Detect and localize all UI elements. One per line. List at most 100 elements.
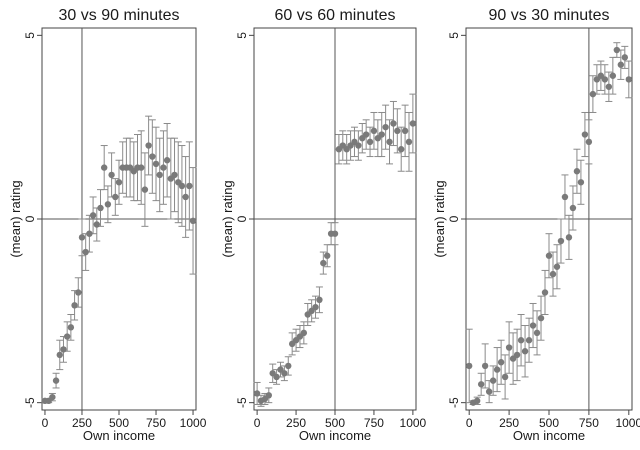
- data-point: [138, 164, 145, 171]
- x-axis-label: Own income: [83, 428, 155, 443]
- data-point: [104, 201, 112, 208]
- data-point: [481, 362, 489, 370]
- data-point: [362, 131, 370, 138]
- chart-panel-3: 90 vs 30 minutes 0 250 500 750 1000 -5 0 5 Own in…: [432, 7, 640, 443]
- y-tick-label: 5: [23, 32, 37, 39]
- x-tick-label: 500: [539, 416, 559, 430]
- y-tick-label: 0: [235, 215, 249, 222]
- chart-title: 60 vs 60 minutes: [275, 7, 396, 24]
- data-point: [63, 333, 71, 340]
- data-point: [521, 348, 529, 355]
- y-axis-label: (mean) rating: [8, 180, 23, 257]
- data-point: [513, 351, 521, 359]
- data-point: [493, 366, 501, 373]
- x-tick-label: 500: [109, 416, 129, 430]
- data-point: [477, 381, 485, 388]
- data-point: [501, 373, 509, 381]
- data-point: [52, 377, 60, 384]
- y-axis-label: (mean) rating: [432, 180, 447, 257]
- data-point: [49, 393, 56, 401]
- chart-title: 30 vs 90 minutes: [59, 7, 180, 24]
- data-point: [489, 377, 497, 384]
- data-point: [115, 179, 123, 186]
- x-tick-label: 0: [466, 416, 473, 430]
- y-tick-label: -5: [235, 397, 249, 408]
- data-point: [401, 127, 409, 135]
- data-point: [316, 296, 323, 304]
- data-point: [517, 337, 525, 344]
- data-point: [573, 168, 581, 175]
- data-point: [78, 234, 86, 241]
- chart-title: 90 vs 30 minutes: [489, 7, 610, 24]
- data-point: [100, 164, 108, 171]
- data-point: [152, 160, 160, 168]
- data-point: [265, 392, 272, 399]
- data-point: [473, 397, 481, 405]
- data-point: [525, 337, 533, 344]
- data-point: [557, 237, 565, 245]
- data-point: [605, 83, 613, 90]
- data-point: [281, 370, 288, 377]
- data-point: [89, 212, 97, 219]
- data-point: [320, 259, 327, 267]
- x-tick-label: 1000: [615, 416, 640, 430]
- data-point: [394, 127, 401, 135]
- x-tick-label: 250: [499, 416, 519, 430]
- data-point: [465, 362, 473, 370]
- y-tick-label: -5: [23, 397, 37, 408]
- data-point: [186, 182, 193, 190]
- data-point: [585, 138, 593, 146]
- data-point: [541, 289, 549, 296]
- data-point: [273, 373, 280, 381]
- data-point: [577, 179, 585, 186]
- data-point: [370, 127, 378, 135]
- data-point: [71, 302, 78, 309]
- data-point: [60, 346, 67, 353]
- x-tick-label: 1000: [180, 416, 207, 430]
- data-point: [625, 76, 633, 83]
- x-tick-label: 0: [42, 416, 49, 430]
- data-point: [300, 329, 308, 337]
- data-point: [589, 90, 597, 98]
- data-point: [366, 138, 374, 146]
- data-point: [553, 263, 561, 270]
- x-tick-label: 1000: [400, 416, 427, 430]
- data-point: [581, 131, 589, 138]
- data-point: [533, 329, 541, 337]
- data-point: [405, 138, 413, 146]
- data-point: [75, 289, 82, 296]
- y-tick-label: 0: [447, 215, 461, 222]
- data-point: [621, 54, 629, 61]
- data-point: [141, 186, 149, 193]
- data-point: [569, 204, 577, 212]
- x-tick-label: 750: [579, 416, 599, 430]
- data-point: [382, 123, 389, 131]
- data-point: [149, 153, 156, 160]
- data-point: [561, 193, 569, 201]
- data-point: [108, 171, 115, 179]
- data-point: [497, 359, 505, 366]
- data-point: [537, 314, 545, 322]
- x-tick-label: 250: [286, 416, 306, 430]
- data-point: [565, 234, 573, 241]
- data-point: [331, 230, 339, 237]
- x-tick-label: 0: [254, 416, 261, 430]
- chart-panel-1: 30 vs 90 minutes 0 250 500 750 1000 -5 0 5 Own in…: [8, 7, 207, 443]
- data-point: [97, 204, 104, 212]
- data-point: [93, 221, 100, 228]
- y-tick-label: 5: [235, 32, 249, 39]
- data-point: [355, 142, 362, 149]
- y-tick-label: 5: [447, 32, 461, 39]
- data-point: [505, 344, 513, 351]
- x-tick-label: 250: [72, 416, 92, 430]
- data-point: [86, 230, 93, 237]
- x-tick-label: 750: [364, 416, 384, 430]
- data-point: [285, 362, 292, 370]
- x-axis-label: Own income: [299, 428, 371, 443]
- data-point: [529, 322, 537, 329]
- data-point: [56, 351, 63, 359]
- data-point: [390, 120, 397, 127]
- x-axis-label: Own income: [513, 428, 585, 443]
